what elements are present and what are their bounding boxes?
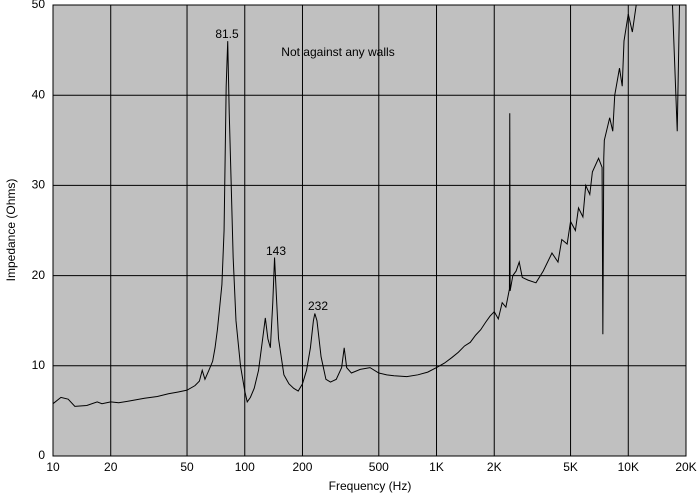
x-tick-label: 200 [292,460,312,474]
y-tick-label: 30 [32,178,46,192]
x-tick-label: 20 [104,460,118,474]
plot-marks [53,5,686,407]
annotation: Not against any walls [281,45,394,59]
annotation: 143 [266,244,286,258]
y-axis-label: Impedance (Ohms) [4,179,18,282]
data-line [53,5,686,407]
plot-area [52,4,687,457]
x-tick-label: 10 [46,460,60,474]
y-tick-label: 20 [32,268,46,282]
annotation: 232 [308,299,328,313]
y-tick-label: 50 [32,0,46,11]
x-tick-label: 1K [429,460,444,474]
x-tick-label: 100 [235,460,255,474]
y-tick-label: 40 [32,87,46,101]
y-tick-label: 0 [38,448,45,462]
x-tick-label: 20K [675,460,696,474]
x-tick-label: 2K [487,460,502,474]
x-tick-label: 50 [180,460,194,474]
y-tick-label: 10 [32,358,46,372]
annotation: 81.5 [215,27,239,41]
x-tick-label: 10K [618,460,639,474]
x-tick-label: 500 [369,460,389,474]
x-axis-label: Frequency (Hz) [329,479,412,493]
x-tick-label: 5K [563,460,578,474]
